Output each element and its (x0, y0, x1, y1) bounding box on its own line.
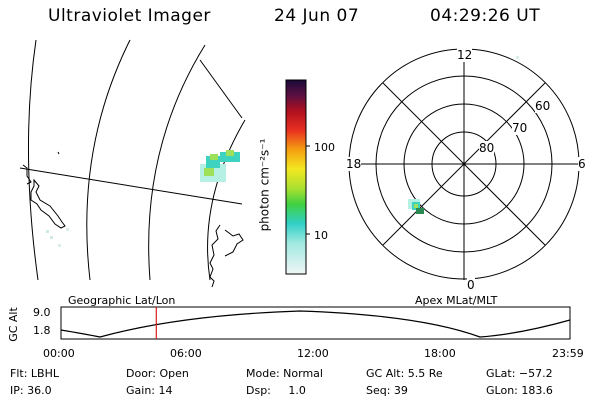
status-door: Door: Open (126, 367, 189, 380)
date-label: 24 Jun 07 (274, 6, 360, 26)
emission-pixel (58, 244, 61, 247)
orbit-altitude-curve (60, 310, 571, 338)
status-glat: GLat: −57.2 (486, 367, 553, 380)
map-lon-line (199, 59, 243, 119)
status-seq: Seq: 39 (366, 384, 408, 397)
lat-label-80: 80 (479, 141, 495, 155)
geographic-map (19, 39, 246, 288)
lat-label-60: 60 (535, 99, 551, 113)
mlt-label-18: 18 (346, 157, 362, 171)
colorbar-tick-10: 10 (314, 229, 328, 242)
orbit-xtick-1200: 12:00 (297, 347, 329, 360)
instrument-title: Ultraviolet Imager (48, 6, 211, 26)
orbit-plot-frame (60, 306, 571, 340)
map-lat-arc (148, 44, 206, 281)
orbit-xtick-0600: 06:00 (170, 347, 202, 360)
orbit-xtick-2359: 23:59 (552, 347, 584, 360)
orbit-right-title: Apex MLat/MLT (415, 294, 498, 307)
aurora-blob (200, 150, 240, 182)
polar-plot (348, 48, 580, 280)
mlt-label-6: 6 (578, 157, 586, 171)
status-dsp: Dsp: 1.0 (246, 384, 306, 397)
status-gain: Gain: 14 (126, 384, 173, 397)
orbit-altitude-plot (60, 306, 571, 340)
status-flt: Flt: LBHL (10, 367, 59, 380)
colorbar-gradient (285, 79, 307, 275)
orbit-xtick-0000: 00:00 (43, 347, 75, 360)
orbit-left-title: Geographic Lat/Lon (68, 294, 176, 307)
coastline (57, 151, 60, 155)
mlt-label-0: 0 (467, 278, 475, 292)
map-lat-arc (86, 39, 131, 281)
colorbar-unit-label: photon cm⁻²s⁻¹ (257, 138, 272, 232)
coastline (22, 164, 32, 185)
status-ip: IP: 36.0 (10, 384, 52, 397)
time-label: 04:29:26 UT (430, 6, 541, 26)
emission-pixel (46, 230, 49, 233)
emission-pixel (66, 228, 69, 231)
status-gcalt: GC Alt: 5.5 Re (366, 367, 443, 380)
map-lat-arc (28, 39, 39, 281)
polar-aurora-spot (408, 199, 424, 214)
orbit-xtick-1800: 18:00 (424, 347, 456, 360)
map-lat-arc (207, 119, 246, 281)
orbit-ytick-9: 9.0 (33, 306, 51, 319)
coastline (209, 224, 244, 288)
coastline (30, 178, 66, 229)
emission-pixel (50, 236, 53, 239)
colorbar (285, 79, 310, 275)
mlt-label-12: 12 (457, 48, 473, 62)
map-lon-line (19, 167, 243, 205)
orbit-ytick-1-8: 1.8 (33, 324, 51, 337)
status-mode: Mode: Normal (246, 367, 323, 380)
colorbar-tick-100: 100 (314, 141, 335, 154)
status-glon: GLon: 183.6 (486, 384, 553, 397)
lat-label-70: 70 (512, 121, 528, 135)
